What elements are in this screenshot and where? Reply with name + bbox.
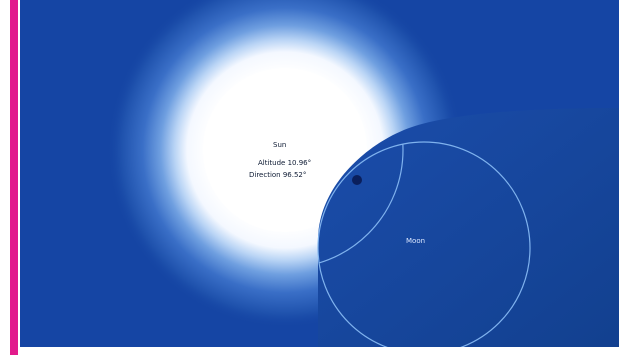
sun-disk [203,68,367,232]
moon-outline [317,141,531,347]
sun-label-altitude: Altitude 10.96° [258,159,312,167]
sky-canvas [20,0,619,347]
bottom-margin [18,347,619,355]
sky-view[interactable]: Sun Altitude 10.96° Direction 96.52° Moo… [20,0,619,347]
sun-marker[interactable] [352,175,362,185]
accent-border [10,0,18,355]
sun-outline-overlap [318,142,404,269]
sun-label-direction: Direction 96.52° [249,171,307,179]
sun-label-name: Sun [273,141,287,149]
moon-shadow [318,108,619,347]
left-margin [0,0,10,355]
moon-label: Moon [406,237,426,245]
